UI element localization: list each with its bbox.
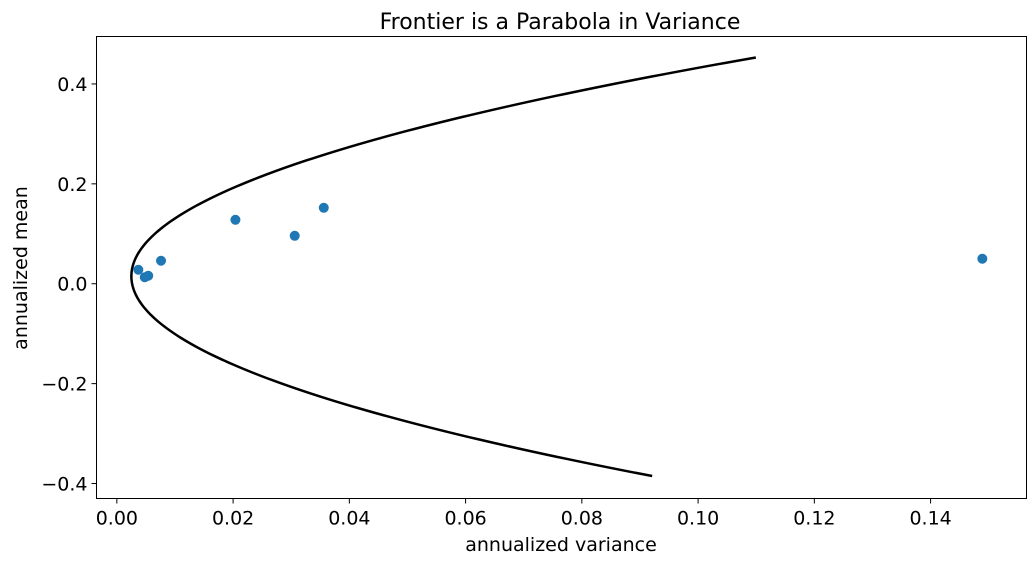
x-tick-label: 0.04 [328,508,370,530]
plot-area [96,36,1027,499]
axes-frame [96,36,1027,499]
y-axis-ticks: −0.4 −0.2 0.0 0.2 0.4 [41,74,97,496]
y-axis-label: annualized mean [10,186,32,350]
x-tick-label: 0.06 [444,508,486,530]
frontier-curve [130,56,757,478]
scatter-point [230,214,241,225]
x-axis-label: annualized variance [465,534,657,556]
y-tick-label: −0.2 [41,374,87,396]
scatter-point [977,253,988,264]
x-tick-label: 0.02 [212,508,254,530]
x-tick-label: 0.12 [793,508,835,530]
x-tick-label: 0.14 [909,508,951,530]
scatter-point [133,264,144,275]
scatter-points [133,202,988,283]
scatter-point [318,202,329,213]
x-tick-label: 0.00 [96,508,138,530]
y-tick-label: 0.0 [57,274,87,296]
scatter-point [289,230,300,241]
scatter-point [156,255,167,266]
frontier-layer [130,56,757,478]
x-tick-label: 0.08 [561,508,603,530]
x-axis-ticks: 0.00 0.02 0.04 0.06 0.08 0.10 0.12 0.14 [96,498,952,530]
scatter-point [143,270,154,281]
y-tick-label: 0.2 [57,174,87,196]
x-tick-label: 0.10 [677,508,719,530]
chart-title: Frontier is a Parabola in Variance [380,10,741,35]
y-tick-label: 0.4 [57,74,87,96]
y-tick-label: −0.4 [41,474,87,496]
